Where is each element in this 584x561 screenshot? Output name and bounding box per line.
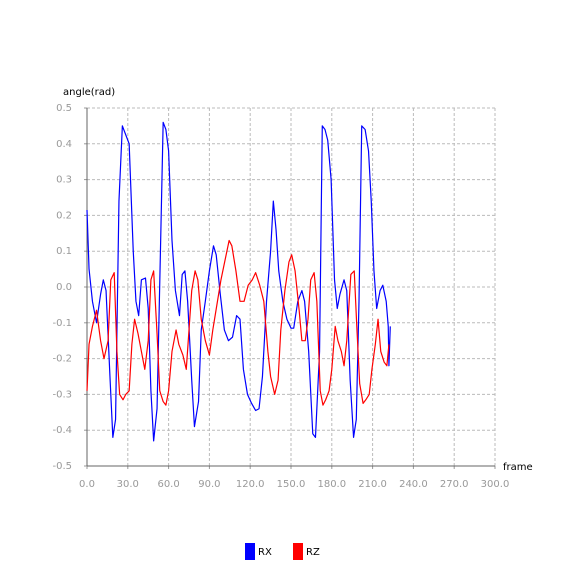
x-tick-label: 210.0 <box>358 479 387 490</box>
y-tick-label: 0.4 <box>56 139 72 150</box>
x-axis-label: frame <box>503 462 533 473</box>
y-tick-label: 0.1 <box>56 246 72 257</box>
x-tick-label: 0.0 <box>79 479 95 490</box>
x-tick-label: 30.0 <box>117 479 139 490</box>
x-tick-label: 120.0 <box>236 479 265 490</box>
y-tick-label: -0.3 <box>52 389 72 400</box>
series-line <box>86 239 390 406</box>
x-tick-label: 300.0 <box>481 479 510 490</box>
x-tick-label: 60.0 <box>157 479 179 490</box>
y-tick-label: -0.4 <box>52 425 72 436</box>
y-axis-label: angle(rad) <box>63 87 115 98</box>
y-tick-label: -0.1 <box>52 318 72 329</box>
x-tick-label: 150.0 <box>277 479 306 490</box>
y-tick-label: -0.5 <box>52 461 72 472</box>
y-tick-label: 0.0 <box>56 282 72 293</box>
legend-swatch <box>293 543 303 560</box>
x-tick-label: 90.0 <box>198 479 220 490</box>
series-line <box>86 121 391 442</box>
legend-label: RZ <box>306 547 320 558</box>
legend-label: RX <box>258 547 272 558</box>
x-tick-label: 270.0 <box>440 479 469 490</box>
y-tick-label: 0.5 <box>56 103 72 114</box>
y-tick-label: 0.2 <box>56 210 72 221</box>
y-tick-label: -0.2 <box>52 354 72 365</box>
y-tick-label: 0.3 <box>56 175 72 186</box>
legend-swatch <box>245 543 255 560</box>
x-tick-label: 240.0 <box>399 479 428 490</box>
x-tick-label: 180.0 <box>317 479 346 490</box>
